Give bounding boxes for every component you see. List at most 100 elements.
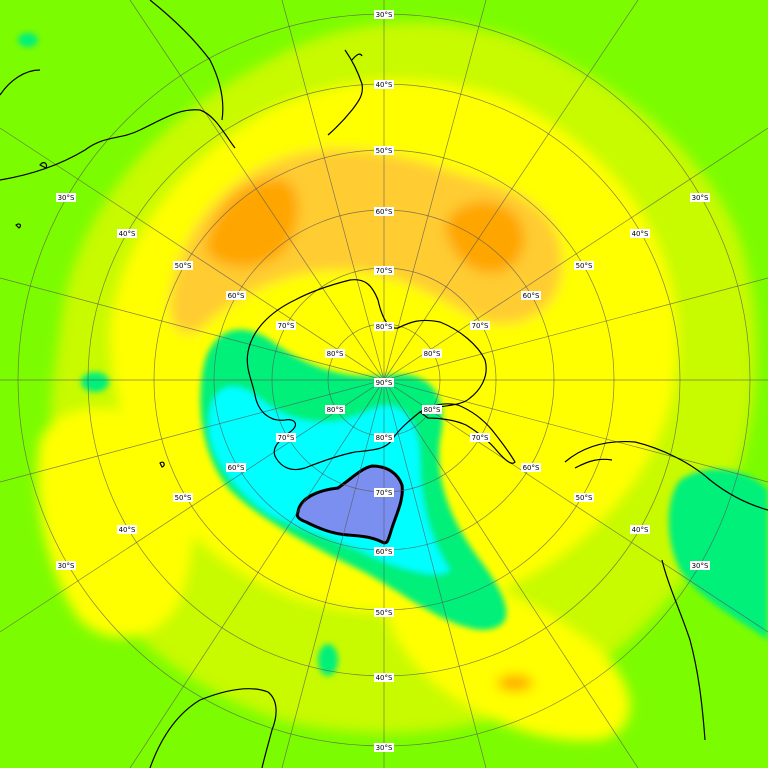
lat-label: 80°S bbox=[325, 349, 345, 358]
lat-label: 40°S bbox=[374, 673, 394, 682]
meridian bbox=[383, 0, 639, 381]
lat-label: 70°S bbox=[374, 488, 394, 497]
lat-label-text: 70°S bbox=[472, 434, 489, 442]
field-orange-west bbox=[205, 179, 299, 267]
lat-label: 30°S bbox=[374, 743, 394, 752]
field-green-small-south bbox=[318, 644, 338, 676]
meridian bbox=[383, 379, 487, 768]
lat-label: 70°S bbox=[470, 433, 490, 442]
lat-label-text: 50°S bbox=[175, 494, 192, 502]
lat-label-text: 80°S bbox=[376, 323, 393, 331]
lat-label: 40°S bbox=[117, 525, 137, 534]
lat-label-text: 50°S bbox=[175, 262, 192, 270]
lat-label: 50°S bbox=[374, 608, 394, 617]
lat-label: 60°S bbox=[521, 291, 541, 300]
field-green-small-west bbox=[81, 372, 109, 392]
lat-label: 40°S bbox=[374, 80, 394, 89]
lat-label: 50°S bbox=[173, 261, 193, 270]
lat-label: 80°S bbox=[325, 405, 345, 414]
field-orange-spot bbox=[497, 675, 533, 691]
lat-label-text: 50°S bbox=[576, 494, 593, 502]
lat-label-text: 80°S bbox=[327, 406, 344, 414]
lat-label-text: 50°S bbox=[376, 609, 393, 617]
lat-label: 30°S bbox=[374, 10, 394, 19]
lat-label-text: 80°S bbox=[327, 350, 344, 358]
lat-label-text: 30°S bbox=[376, 744, 393, 752]
lat-label: 80°S bbox=[422, 405, 442, 414]
meridian bbox=[129, 379, 385, 768]
lat-label: 40°S bbox=[117, 229, 137, 238]
meridian bbox=[0, 379, 385, 483]
field-yellow-west bbox=[37, 408, 194, 638]
lat-label: 80°S bbox=[374, 433, 394, 442]
meridian bbox=[0, 127, 385, 381]
lat-label-text: 60°S bbox=[523, 464, 540, 472]
new-zealand-coastline bbox=[327, 49, 363, 136]
lat-label: 80°S bbox=[374, 322, 394, 331]
australia-coastline bbox=[0, 0, 236, 181]
lat-label-text: 60°S bbox=[228, 292, 245, 300]
lat-label: 50°S bbox=[173, 493, 193, 502]
lat-label-text: 60°S bbox=[523, 292, 540, 300]
island-coastline bbox=[15, 162, 165, 468]
lat-label-text: 40°S bbox=[632, 526, 649, 534]
lat-label: 50°S bbox=[574, 261, 594, 270]
meridian bbox=[383, 127, 768, 381]
lat-label-text: 30°S bbox=[58, 562, 75, 570]
lat-label-text: 40°S bbox=[376, 81, 393, 89]
africa-coastline bbox=[149, 688, 277, 768]
lat-label: 60°S bbox=[374, 207, 394, 216]
lat-label: 60°S bbox=[226, 291, 246, 300]
meridian bbox=[383, 0, 487, 381]
lat-label-text: 50°S bbox=[576, 262, 593, 270]
lat-label: 80°S bbox=[422, 349, 442, 358]
lat-label: 60°S bbox=[374, 547, 394, 556]
field-orange-east bbox=[445, 201, 525, 274]
lat-label: 70°S bbox=[374, 266, 394, 275]
meridian bbox=[383, 379, 639, 768]
lat-label-text: 70°S bbox=[376, 489, 393, 497]
lat-label-text: 60°S bbox=[376, 548, 393, 556]
lat-label-text: 40°S bbox=[376, 674, 393, 682]
lat-label-text: 60°S bbox=[228, 464, 245, 472]
lat-label: 40°S bbox=[630, 229, 650, 238]
antarctic-peninsula-coastline bbox=[419, 403, 516, 464]
lat-label-text: 80°S bbox=[376, 434, 393, 442]
meridian bbox=[0, 379, 385, 633]
field-green-east bbox=[668, 469, 768, 640]
field-green-small-north bbox=[18, 33, 38, 47]
lat-label-text: 40°S bbox=[119, 526, 136, 534]
lat-label-text: 30°S bbox=[692, 194, 709, 202]
lat-label-text: 80°S bbox=[424, 350, 441, 358]
meridian bbox=[281, 0, 385, 381]
meridian bbox=[129, 0, 385, 381]
lat-label-text: 30°S bbox=[692, 562, 709, 570]
lat-label: 30°S bbox=[690, 193, 710, 202]
lat-label: 60°S bbox=[521, 463, 541, 472]
graticule-labels: 30°S 40°S 50°S 60°S 70°S 80°S 90°S 80°S … bbox=[56, 10, 710, 752]
pole-label-text: 90°S bbox=[376, 379, 393, 387]
lat-label-text: 70°S bbox=[278, 434, 295, 442]
lat-label-text: 50°S bbox=[376, 147, 393, 155]
lat-label: 70°S bbox=[276, 433, 296, 442]
lat-label-text: 70°S bbox=[472, 322, 489, 330]
meridian bbox=[281, 379, 385, 768]
meridian bbox=[383, 277, 768, 381]
lat-label: 50°S bbox=[374, 146, 394, 155]
lat-label: 70°S bbox=[276, 321, 296, 330]
lat-label: 30°S bbox=[690, 561, 710, 570]
lat-label: 30°S bbox=[56, 193, 76, 202]
ozone-hole-region bbox=[295, 464, 404, 545]
lat-label: 30°S bbox=[56, 561, 76, 570]
lat-label-text: 60°S bbox=[376, 208, 393, 216]
lat-label-text: 30°S bbox=[376, 11, 393, 19]
lat-label: 60°S bbox=[226, 463, 246, 472]
south-america-coastline bbox=[564, 440, 768, 741]
meridian bbox=[383, 379, 768, 633]
meridian bbox=[0, 277, 385, 381]
lat-label: 50°S bbox=[574, 493, 594, 502]
